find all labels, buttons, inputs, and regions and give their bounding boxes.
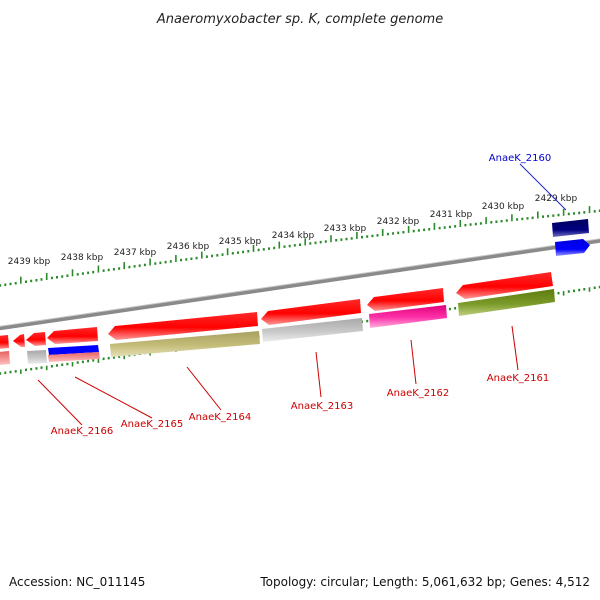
gene-2164-category[interactable] — [110, 331, 260, 357]
gene-2162-category[interactable] — [369, 305, 447, 328]
scale-label-2429: 2429 kbp — [535, 194, 578, 204]
gene-2162-top[interactable] — [367, 288, 444, 311]
leader-line-2161 — [511, 325, 519, 371]
gene-2164-top[interactable] — [108, 312, 258, 340]
scale-label-2432: 2432 kbp — [377, 217, 420, 227]
gene-label-2160[interactable]: AnaeK_2160 — [489, 153, 551, 164]
gene-2161-category[interactable] — [458, 289, 555, 316]
scale-label-2439: 2439 kbp — [8, 257, 51, 267]
chromosome-backbone — [0, 238, 600, 331]
gene-2167-top[interactable] — [13, 334, 25, 347]
genome-title: Anaeromyxobacter sp. K, complete genome — [156, 12, 443, 27]
gene-2160-navy[interactable] — [552, 219, 589, 237]
gene-2166-top[interactable] — [26, 332, 46, 346]
scale-label-2437: 2437 kbp — [114, 248, 157, 258]
gene-label-2163[interactable]: AnaeK_2163 — [291, 401, 353, 412]
gene-2160-blue[interactable] — [555, 239, 590, 256]
scale-label-2435: 2435 kbp — [219, 237, 262, 247]
leader-line-2163 — [315, 351, 322, 398]
scale-label-2436: 2436 kbp — [167, 242, 210, 252]
gene-2168-category[interactable] — [0, 351, 10, 365]
leader-line-2160 — [519, 163, 567, 211]
gene-2161-top[interactable] — [456, 272, 553, 299]
gene-label-2165[interactable]: AnaeK_2165 — [121, 419, 183, 430]
scale-label-2434: 2434 kbp — [272, 231, 315, 241]
gene-2165-top[interactable] — [47, 327, 98, 344]
leader-line-2162 — [410, 339, 417, 385]
gene-label-2161[interactable]: AnaeK_2161 — [487, 373, 549, 384]
scale-label-2433: 2433 kbp — [324, 224, 367, 234]
gene-2163-category[interactable] — [262, 318, 363, 342]
gene-2168-top[interactable] — [0, 335, 9, 349]
gene-label-2166[interactable]: AnaeK_2166 — [51, 426, 113, 437]
gene-2166-category[interactable] — [27, 350, 47, 364]
gene-2165-category-salmon[interactable] — [48, 352, 100, 362]
leader-line-2164 — [186, 366, 222, 411]
gene-2163-top[interactable] — [261, 299, 361, 325]
scale-label-2431: 2431 kbp — [430, 210, 473, 220]
scale-label-2438: 2438 kbp — [61, 253, 104, 263]
gene-2165-category-blue[interactable] — [48, 345, 99, 355]
gene-label-2164[interactable]: AnaeK_2164 — [189, 412, 251, 423]
accession-text: Accession: NC_011145 — [9, 575, 145, 589]
outer-scale-ticks — [0, 206, 600, 287]
scale-label-2430: 2430 kbp — [482, 202, 525, 212]
leader-line-2165 — [74, 376, 153, 419]
gene-label-2162[interactable]: AnaeK_2162 — [387, 388, 449, 399]
leader-line-2166 — [37, 379, 83, 426]
chromosome-backbone-highlight — [0, 238, 600, 327]
genome-summary-text: Topology: circular; Length: 5,061,632 bp… — [259, 575, 590, 589]
